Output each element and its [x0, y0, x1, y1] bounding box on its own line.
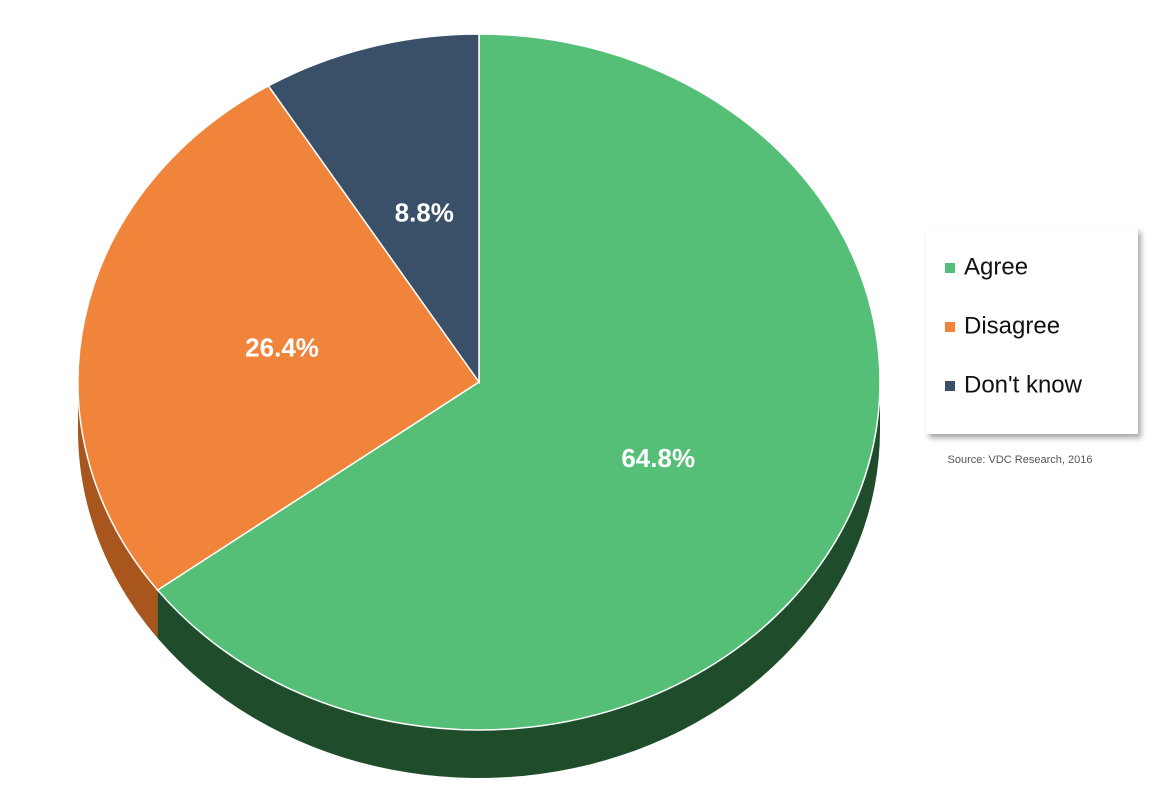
data-label: 64.8% [621, 443, 695, 473]
legend: Agree Disagree Don't know [945, 253, 1083, 398]
legend-label: Agree [964, 253, 1028, 280]
slice-side [78, 382, 158, 639]
pie: 64.8% 26.4% 8.8% [77, 33, 881, 778]
legend-marker [945, 322, 955, 332]
slice [267, 33, 480, 385]
legend-box [926, 228, 1138, 434]
slice [77, 84, 481, 592]
legend-marker [945, 381, 955, 391]
legend-label: Disagree [964, 312, 1060, 339]
data-label: 8.8% [395, 197, 454, 227]
source: Source: VDC Research, 2016 [948, 454, 1093, 466]
data-label: 26.4% [245, 332, 319, 362]
slice [156, 33, 881, 731]
legend-marker [945, 263, 955, 273]
slice-side [157, 382, 880, 778]
legend-label: Don't know [964, 371, 1083, 398]
